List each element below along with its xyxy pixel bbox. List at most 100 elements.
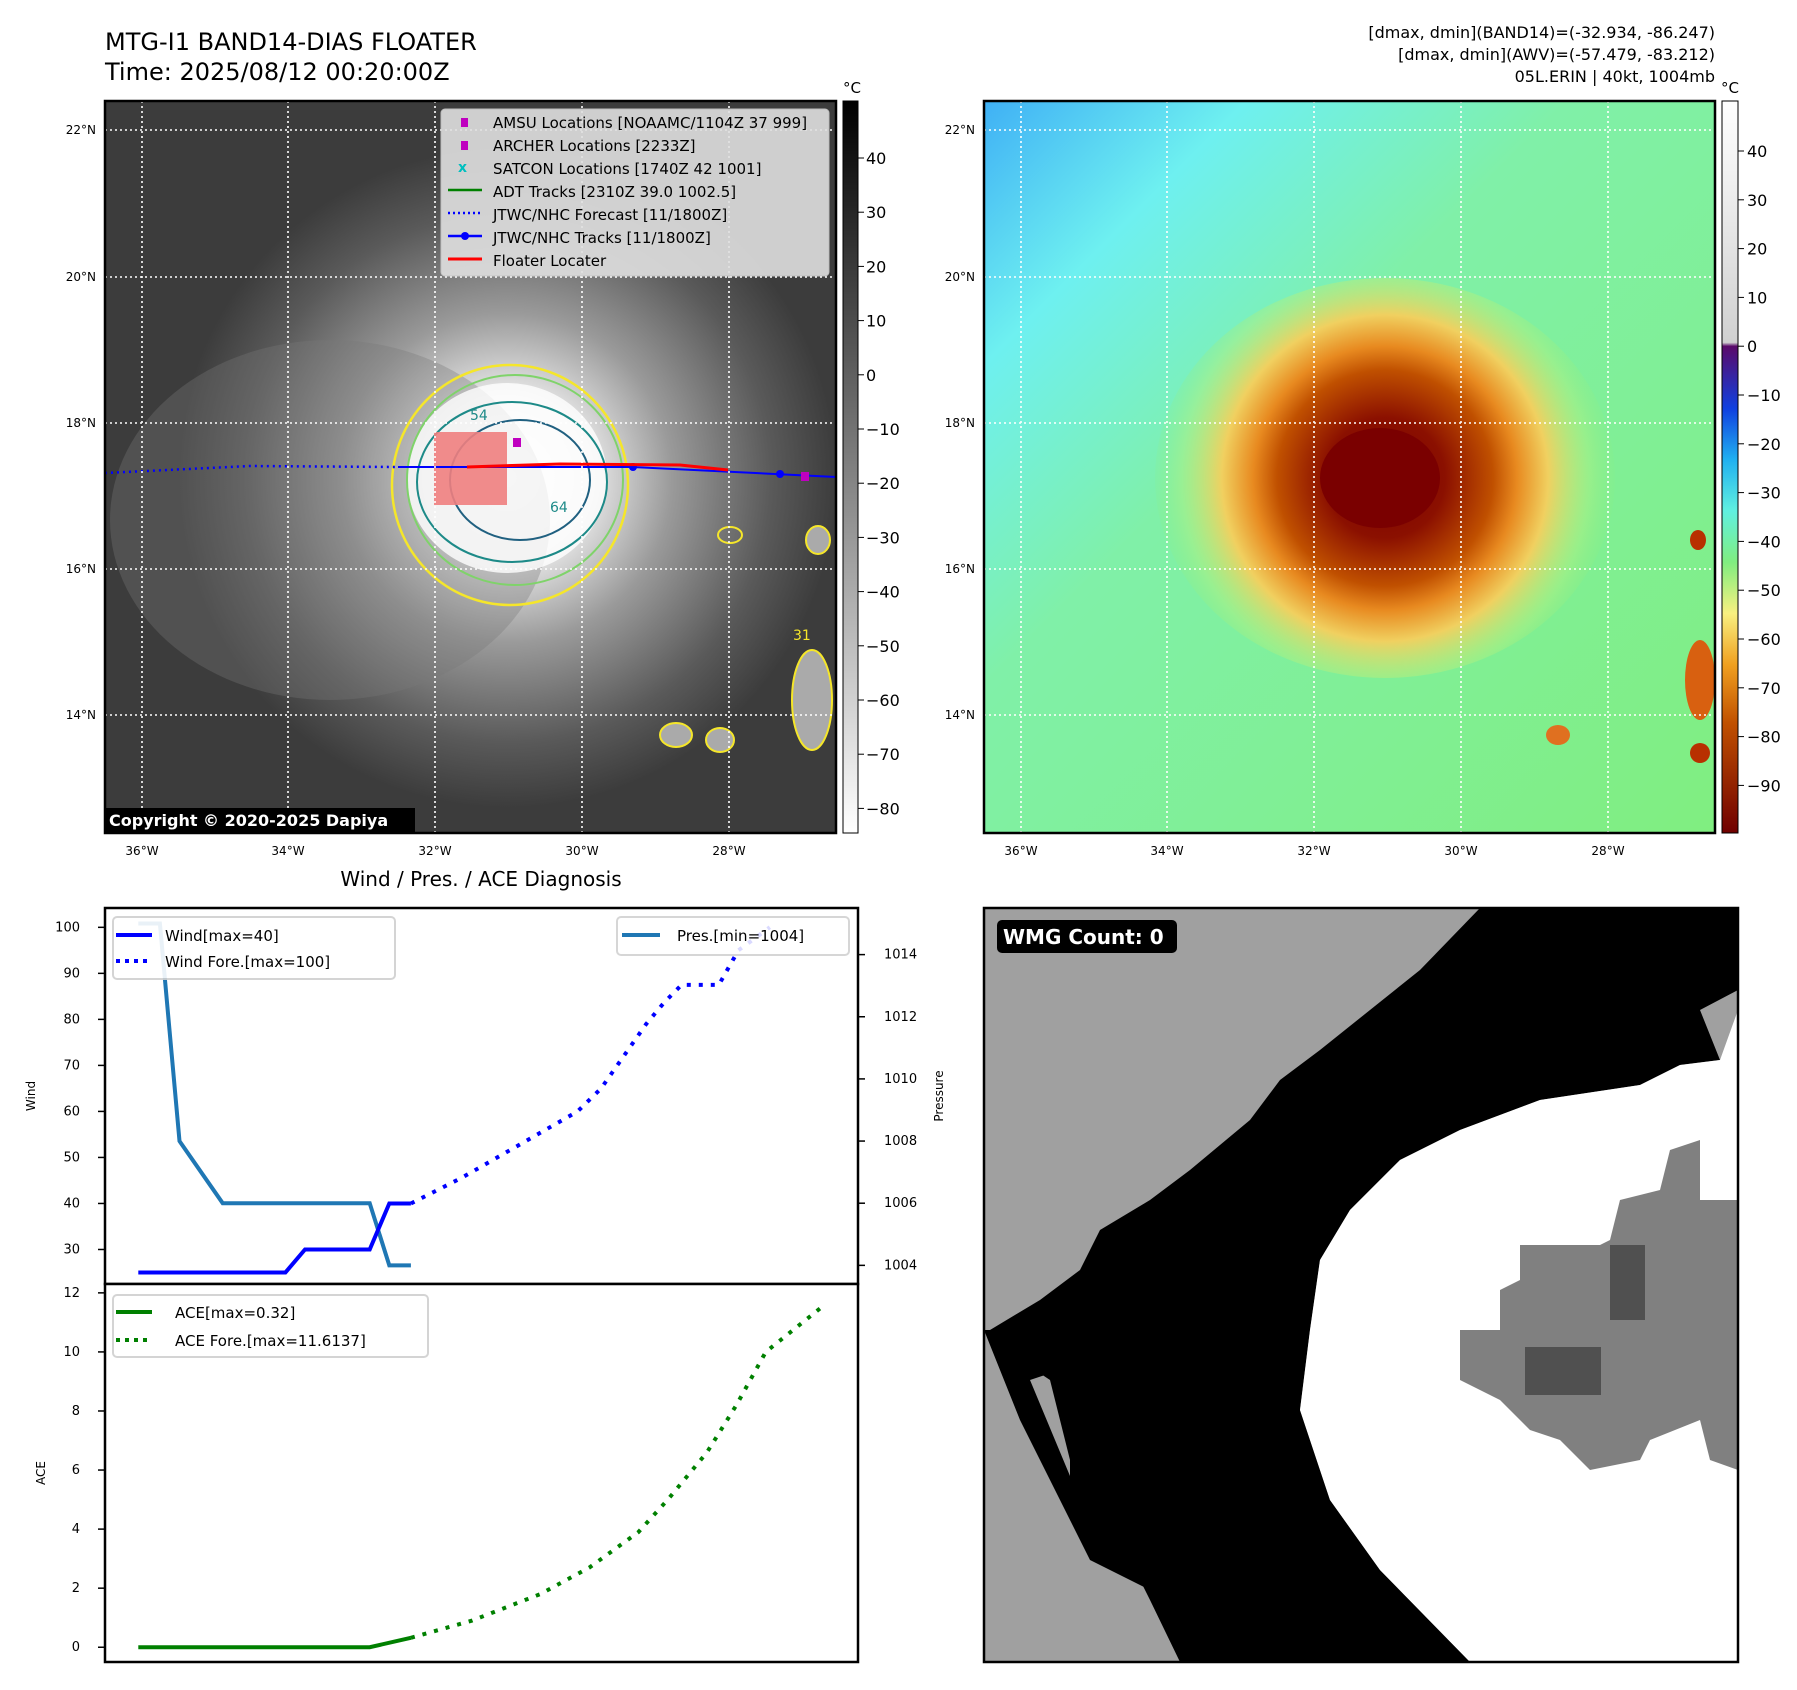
colorbar-tick-label: −60	[1747, 630, 1781, 649]
wind-tick-label: 60	[63, 1104, 80, 1119]
colorbar-tick-label: 10	[1747, 288, 1767, 307]
colorbar-tick-label: 10	[866, 312, 886, 331]
wind-tick-label: 90	[63, 966, 80, 981]
ace-legend: ACE[max=0.32] ACE Fore.[max=11.6137]	[112, 1294, 429, 1358]
lat-tick-label: 20°N	[945, 270, 975, 284]
lon-tick-label: 32°W	[418, 844, 451, 858]
lon-tick-label: 28°W	[1591, 844, 1624, 858]
legend-archer: ARCHER Locations [2233Z]	[493, 137, 696, 155]
wind-axis-label: Wind	[24, 1081, 38, 1111]
lat-tick-label: 16°N	[945, 562, 975, 576]
wmg-panel	[984, 908, 1738, 1662]
legend-ace-forecast: ACE Fore.[max=11.6137]	[175, 1332, 366, 1350]
legend-satcon: SATCON Locations [1740Z 42 1001]	[493, 160, 761, 178]
legend-wind-forecast: Wind Fore.[max=100]	[165, 953, 330, 971]
colorbar-tick-label: −50	[866, 637, 900, 656]
colorbar-tick-label: −70	[866, 745, 900, 764]
colorbar-awv	[1721, 100, 1739, 834]
amsu-legend-icon	[461, 118, 468, 127]
legend-ace: ACE[max=0.32]	[175, 1304, 295, 1322]
pressure-tick-label: 1008	[884, 1134, 917, 1149]
colorbar-tick-label: −10	[1747, 386, 1781, 405]
colorbar-tick-label: −80	[866, 799, 900, 818]
colorbar-tick-label: −10	[866, 420, 900, 439]
awv-enhanced-map	[984, 101, 1715, 833]
awv-stats: [dmax, dmin](AWV)=(-57.479, -83.212)	[1398, 45, 1715, 64]
ir-satellite-map: 54 64 31 x AMSU Locations [	[105, 101, 836, 833]
colorbar-unit: °C	[843, 79, 861, 97]
lat-tick-label: 14°N	[945, 708, 975, 722]
colorbar-tick-label: −40	[1747, 532, 1781, 551]
wind-tick-label: 50	[63, 1150, 80, 1165]
colorbar-tick-label: 30	[1747, 191, 1767, 210]
diagnosis-title: Wind / Pres. / ACE Diagnosis	[340, 867, 621, 891]
colorbar-tick-label: 30	[866, 203, 886, 222]
legend-tracks: JTWC/NHC Tracks [11/1800Z]	[492, 229, 711, 247]
colorbar-tick-label: 0	[866, 366, 876, 385]
pressure-axis-label: Pressure	[932, 1070, 946, 1121]
legend-forecast: JTWC/NHC Forecast [11/1800Z]	[492, 206, 727, 224]
contour-yellow	[390, 363, 630, 607]
ace-line	[138, 1635, 412, 1650]
wind-tick-label: 80	[63, 1012, 80, 1027]
legend-floater: Floater Locater	[493, 252, 607, 270]
wind-forecast-line	[409, 925, 771, 1206]
gridlines	[984, 101, 1715, 833]
lon-tick-label: 36°W	[125, 844, 158, 858]
colorbar-tick-label: −30	[1747, 484, 1781, 503]
legend-wind: Wind[max=40]	[165, 927, 279, 945]
colorbar-tick-label: 20	[1747, 240, 1767, 259]
ace-tick-label: 12	[63, 1286, 80, 1301]
legend-amsu: AMSU Locations [NOAAMC/1104Z 37 999]	[493, 114, 807, 132]
lat-tick-label: 18°N	[66, 416, 96, 430]
colorbar-tick-label: −70	[1747, 679, 1781, 698]
wind-legend: Wind[max=40] Wind Fore.[max=100]	[112, 916, 396, 980]
lon-tick-label: 34°W	[1150, 844, 1183, 858]
colorbar-tick-label: −50	[1747, 581, 1781, 600]
colorbar-tick-label: −40	[866, 583, 900, 602]
amsu-marker	[801, 472, 809, 481]
lon-tick-label: 34°W	[271, 844, 304, 858]
contour-label: 64	[550, 500, 568, 516]
wind-line	[138, 1201, 411, 1275]
lat-tick-label: 16°N	[66, 562, 96, 576]
lon-tick-label: 30°W	[565, 844, 598, 858]
pressure-legend: Pres.[min=1004]	[616, 916, 850, 956]
lon-tick-label: 32°W	[1297, 844, 1330, 858]
pressure-tick-label: 1012	[884, 1010, 917, 1025]
figure-time: Time: 2025/08/12 00:20:00Z	[104, 58, 450, 86]
pressure-tick-label: 1014	[884, 948, 917, 963]
pressure-tick-label: 1010	[884, 1072, 917, 1087]
ace-tick-label: 10	[63, 1345, 80, 1360]
ace-tick-label: 8	[72, 1404, 80, 1419]
ace-tick-label: 4	[72, 1522, 80, 1537]
ace-tick-label: 2	[72, 1581, 80, 1596]
wind-tick-label: 70	[63, 1058, 80, 1073]
colorbar-band14	[842, 100, 859, 834]
pressure-tick-label: 1006	[884, 1196, 917, 1211]
contour-green	[406, 374, 624, 586]
archer-marker	[513, 438, 521, 447]
ace-tick-label: 6	[72, 1463, 80, 1478]
ace-tick-label: 0	[72, 1640, 80, 1655]
colorbar-tick-label: −20	[866, 474, 900, 493]
lat-tick-label: 20°N	[66, 270, 96, 284]
wmg-count-badge	[997, 920, 1177, 953]
pressure-tick-label: 1004	[884, 1258, 917, 1273]
lat-tick-label: 18°N	[945, 416, 975, 430]
lat-tick-label: 22°N	[945, 123, 975, 137]
satcon-x-icon: x	[458, 160, 467, 176]
colorbar-tick-label: 0	[1747, 337, 1757, 356]
colorbar-tick-label: 40	[1747, 142, 1767, 161]
contour-label: 54	[470, 408, 488, 424]
contour-teal	[416, 401, 608, 563]
wind-tick-label: 30	[63, 1242, 80, 1257]
lon-tick-label: 28°W	[712, 844, 745, 858]
ace-forecast-line	[410, 1303, 826, 1640]
jtwc-forecast-track	[105, 464, 399, 475]
legend-pressure: Pres.[min=1004]	[677, 927, 804, 945]
wmg-count: WMG Count: 0	[1003, 925, 1164, 949]
map-legend: x AMSU Locations [NOAAMC/1104Z 37 999] A…	[440, 108, 830, 277]
wmg-black-region	[990, 908, 1738, 1662]
